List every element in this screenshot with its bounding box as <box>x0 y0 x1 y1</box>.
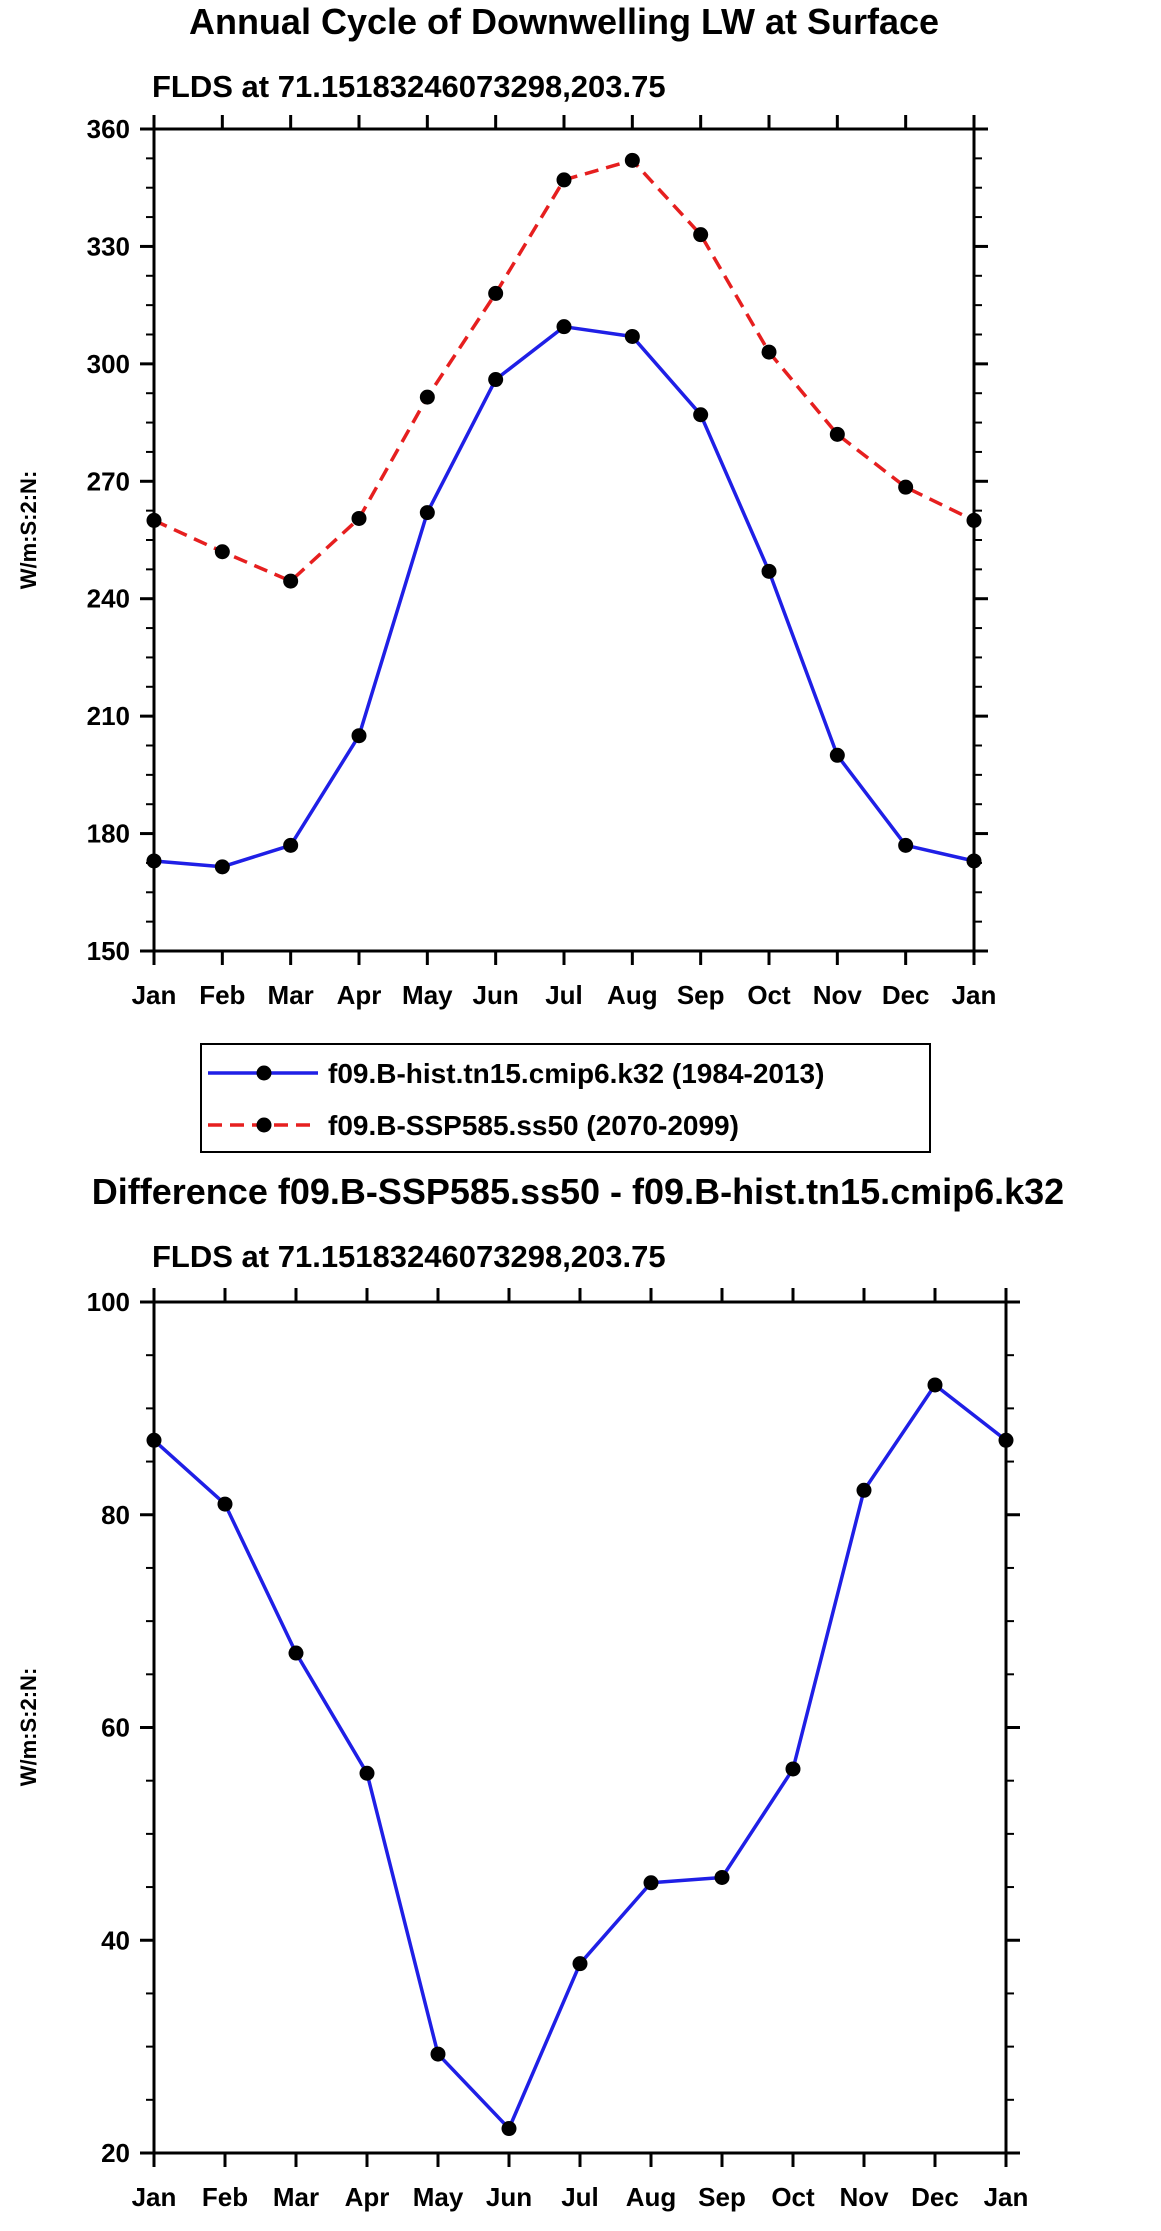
chart1-series-0-point <box>556 319 572 335</box>
chart1-ytick-label: 360 <box>87 114 130 144</box>
chart1-ytick-label: 180 <box>87 819 130 849</box>
chart2-xtick-label: Apr <box>345 2182 390 2212</box>
chart2-series-0-point <box>572 1956 588 1972</box>
chart2-series-0-point <box>288 1645 304 1661</box>
chart1-series-0-point <box>829 747 845 763</box>
chart1-series-0-point <box>624 328 640 344</box>
chart1-ytick-label: 330 <box>87 231 130 261</box>
chart2-xtick-label: Dec <box>911 2182 959 2212</box>
chart1-xtick-label: Nov <box>813 980 863 1010</box>
chart2-xtick-label: Mar <box>273 2182 319 2212</box>
chart1-series-0-point <box>966 853 982 869</box>
chart1-xtick-label: Oct <box>747 980 791 1010</box>
chart1-xtick-label: Apr <box>337 980 382 1010</box>
chart2-xtick-label: Jan <box>132 2182 177 2212</box>
chart1-series-1-point <box>898 479 914 495</box>
chart2-series-0-point <box>856 1482 872 1498</box>
chart1-xtick-label: Feb <box>199 980 245 1010</box>
chart1-xtick-label: Jun <box>473 980 519 1010</box>
chart2-ytick-label: 100 <box>87 1287 130 1317</box>
chart1-series-1-point <box>829 426 845 442</box>
chart2-xtick-label: Jan <box>984 2182 1029 2212</box>
chart1-series-0-point <box>283 837 299 853</box>
chart2-xtick-label: Jun <box>486 2182 532 2212</box>
chart1-series-0-point <box>419 505 435 521</box>
chart1-ytick-label: 150 <box>87 936 130 966</box>
chart1-xtick-label: Mar <box>268 980 314 1010</box>
chart1-series-1-point <box>761 344 777 360</box>
chart2-xtick-label: Feb <box>202 2182 248 2212</box>
chart1-title: Annual Cycle of Downwelling LW at Surfac… <box>189 1 939 42</box>
chart1-series-1-point <box>488 285 504 301</box>
chart1-series-0-point <box>214 859 230 875</box>
chart2-series-line-0 <box>152 1383 1008 2131</box>
chart2-xtick-label: Sep <box>698 2182 746 2212</box>
chart1-legend: f09.B-hist.tn15.cmip6.k32 (1984-2013) f0… <box>200 1043 931 1153</box>
chart1-ylabel: W/m:S:2:N: <box>16 471 41 590</box>
chart2-ytick-label: 80 <box>101 1500 130 1530</box>
chart1-plot: 150 180 210 240 270 300 330 360 Jan Feb Mar Apr May J… <box>87 114 997 1010</box>
chart1-series-line-0 <box>153 324 975 869</box>
chart2-series-0-point <box>714 1869 730 1885</box>
legend-marker-hist <box>256 1065 272 1081</box>
chart1-series-0-point <box>898 837 914 853</box>
chart1-xtick-label: Jul <box>545 980 583 1010</box>
chart1-series-1-point <box>214 544 230 560</box>
chart2-ylabel: W/m:S:2:N: <box>16 1668 41 1787</box>
chart1-series-1-point <box>624 152 640 168</box>
chart2-title: Difference f09.B-SSP585.ss50 - f09.B-his… <box>92 1171 1064 1212</box>
legend-label-hist: f09.B-hist.tn15.cmip6.k32 (1984-2013) <box>328 1058 824 1089</box>
chart2-xtick-label: Nov <box>839 2182 889 2212</box>
chart1-series-1-point <box>693 227 709 243</box>
chart1-subtitle: FLDS at 71.15183246073298,203.75 <box>152 69 666 104</box>
chart2-series-0-point <box>217 1496 233 1512</box>
chart1-series-1-point <box>351 510 367 526</box>
chart1-ytick-label: 210 <box>87 701 130 731</box>
chart1-series-1-point <box>419 389 435 405</box>
chart2-series-0-point <box>785 1761 801 1777</box>
chart2-xtick-label: May <box>413 2182 464 2212</box>
chart2-ytick-label: 60 <box>101 1713 130 1743</box>
legend-label-ssp: f09.B-SSP585.ss50 (2070-2099) <box>328 1110 739 1141</box>
chart2-series-0-point <box>430 2046 446 2062</box>
chart2-series-0-point <box>146 1432 162 1448</box>
chart1-xtick-label: Jan <box>952 980 997 1010</box>
chart1-xtick-label: May <box>402 980 453 1010</box>
chart1-series-0-point <box>146 853 162 869</box>
chart1-series-0-point <box>351 728 367 744</box>
chart2-plot: 20 40 60 80 100 Jan Feb Mar Apr May Jun Jul Aug Sep Oc… <box>87 1287 1029 2212</box>
chart1-xtick-label: Aug <box>607 980 658 1010</box>
chart1-ytick-label: 240 <box>87 584 130 614</box>
chart1-ytick-label: 300 <box>87 349 130 379</box>
chart2-ytick-label: 20 <box>101 2138 130 2168</box>
chart1-ytick-label: 270 <box>87 466 130 496</box>
chart1-series-1-point <box>966 512 982 528</box>
chart1-series-0-point <box>761 563 777 579</box>
chart2-series-0-point <box>501 2121 517 2137</box>
chart2-series-0-point <box>359 1765 375 1781</box>
chart2-xtick-label: Jul <box>561 2182 599 2212</box>
chart1-xtick-label: Sep <box>677 980 725 1010</box>
chart1-xtick-label: Dec <box>882 980 930 1010</box>
chart2-series-0-point <box>643 1875 659 1891</box>
legend-marker-ssp <box>256 1117 272 1133</box>
chart2-xtick-label: Aug <box>626 2182 677 2212</box>
chart2-subtitle: FLDS at 71.15183246073298,203.75 <box>152 1239 666 1274</box>
chart2-series-0-point <box>927 1377 943 1393</box>
chart1-series-1-point <box>556 172 572 188</box>
chart1-frame <box>152 127 976 953</box>
chart1-series-line-1 <box>153 158 975 583</box>
chart2-frame <box>152 1300 1008 2155</box>
chart2-series-0-point <box>998 1432 1014 1448</box>
chart1-series-0-point <box>693 407 709 423</box>
chart2-xtick-label: Oct <box>771 2182 815 2212</box>
chart1-series-1-point <box>283 573 299 589</box>
chart1-series-0-point <box>488 372 504 388</box>
chart1-series-1-point <box>146 512 162 528</box>
chart2-ytick-label: 40 <box>101 1925 130 1955</box>
legend-box <box>200 1043 931 1153</box>
chart1-xtick-label: Jan <box>132 980 177 1010</box>
